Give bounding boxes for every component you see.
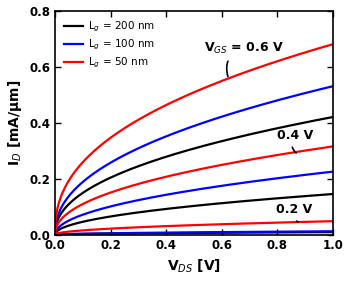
X-axis label: V$_{DS}$ [V]: V$_{DS}$ [V] [167, 258, 221, 275]
Text: V$_{GS}$ = 0.6 V: V$_{GS}$ = 0.6 V [204, 41, 283, 76]
Text: 0.4 V: 0.4 V [277, 129, 314, 153]
Y-axis label: I$_D$ [mA/μm]: I$_D$ [mA/μm] [6, 80, 23, 166]
Legend: L$_g$ = 200 nm, L$_g$ = 100 nm, L$_g$ = 50 nm: L$_g$ = 200 nm, L$_g$ = 100 nm, L$_g$ = … [60, 16, 159, 74]
Text: 0.2 V: 0.2 V [276, 203, 312, 222]
